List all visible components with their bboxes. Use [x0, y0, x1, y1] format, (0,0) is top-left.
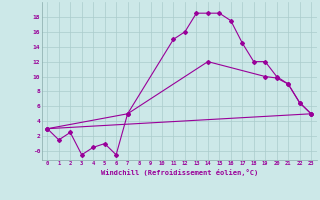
- X-axis label: Windchill (Refroidissement éolien,°C): Windchill (Refroidissement éolien,°C): [100, 169, 258, 176]
